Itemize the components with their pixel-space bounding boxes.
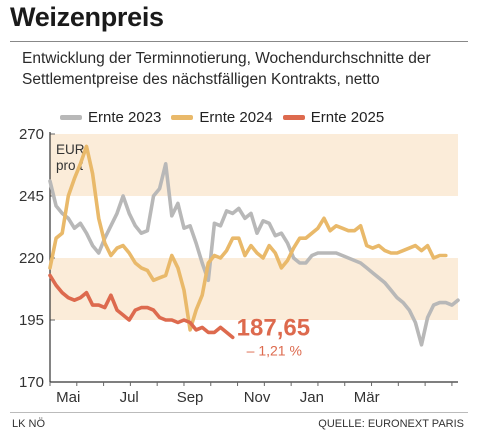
y-tick-label: 195 (19, 312, 44, 329)
y-tick-label: 270 (19, 126, 44, 143)
latest-value-label: 187,65 (237, 314, 310, 341)
footer-divider (10, 412, 468, 413)
footer-source: QUELLE: EURONEXT PARIS (318, 418, 464, 430)
y-tick-label: 220 (19, 250, 44, 267)
chart-subtitle: Entwicklung der Terminnotierung, Wochend… (22, 50, 431, 88)
x-tick-label: Jul (120, 389, 139, 406)
y-tick-label: 170 (19, 374, 44, 391)
legend-item-2025: Ernte 2025 (282, 108, 385, 126)
title-divider (10, 41, 468, 42)
x-tick-label: Mai (56, 389, 80, 406)
x-tick-label: Sep (177, 389, 204, 406)
y-unit-label: EUR (56, 142, 85, 157)
footer-author: LK NÖ (12, 418, 46, 430)
legend-swatch-2023 (60, 114, 82, 120)
latest-change-label: – 1,21 % (247, 342, 302, 358)
x-tick-label: Jan (300, 389, 324, 406)
legend-item-2023: Ernte 2023 (60, 109, 161, 126)
legend-swatch-2025 (282, 114, 305, 120)
legend-label-2023: Ernte 2023 (88, 108, 162, 126)
page-title: Weizenpreis (10, 2, 164, 32)
chart-band-0 (50, 134, 458, 196)
chart-legend: Ernte 2023 Ernte 2024 Ernte 2025 (60, 106, 384, 128)
legend-label-2025: Ernte 2025 (310, 108, 385, 126)
x-tick-label: Mär (354, 389, 380, 406)
series-line-ernte-2025 (48, 273, 235, 340)
series-line-ernte-2024 (48, 144, 448, 332)
legend-label-2024: Ernte 2024 (199, 108, 273, 126)
chart-band-1 (50, 258, 458, 320)
x-tick-label: Nov (244, 389, 271, 406)
y-tick-label: 245 (19, 188, 44, 205)
legend-item-2024: Ernte 2024 (171, 108, 273, 126)
legend-swatch-2024 (171, 114, 194, 120)
series-line-ernte-2023 (48, 162, 460, 347)
